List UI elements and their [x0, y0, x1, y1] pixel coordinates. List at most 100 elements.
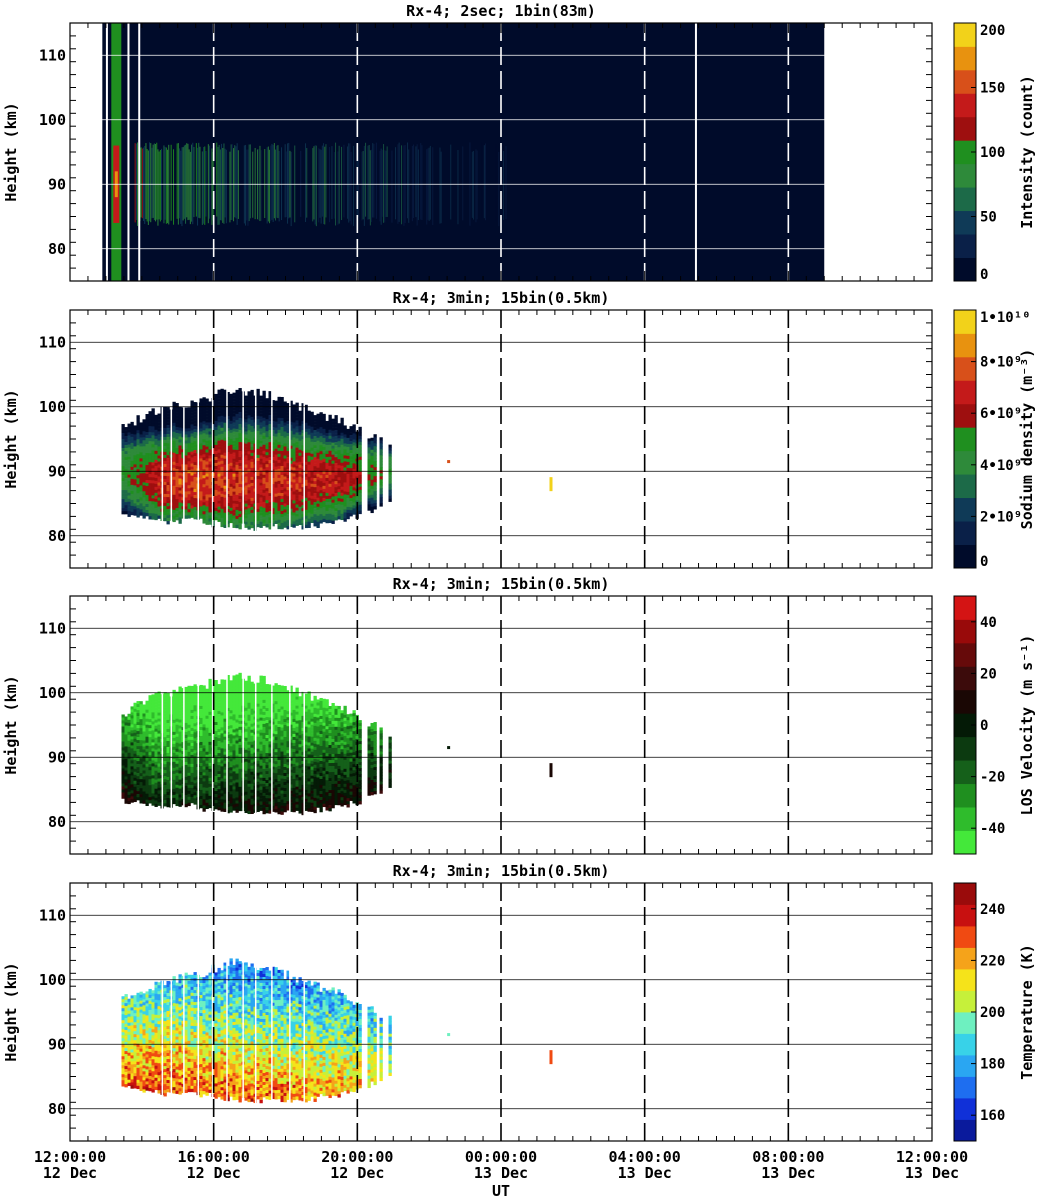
data-cell [205, 419, 209, 423]
data-cell [121, 502, 125, 506]
data-cell [187, 784, 191, 789]
intensity-column [450, 144, 452, 220]
data-cell [166, 719, 170, 724]
data-cell [199, 741, 203, 746]
data-cell [286, 481, 290, 485]
data-cell [202, 412, 206, 416]
data-cell [175, 427, 179, 431]
data-cell [202, 487, 206, 491]
data-cell [166, 515, 170, 519]
data-cell [265, 509, 269, 513]
data-cell [184, 701, 188, 706]
data-cell [130, 463, 134, 468]
intensity-column [290, 151, 292, 227]
intensity-column [204, 146, 206, 225]
data-cell [163, 773, 167, 777]
data-cell [175, 742, 179, 747]
data-cell [205, 479, 209, 483]
data-cell [247, 436, 251, 440]
data-cell [190, 424, 194, 428]
intensity-column [475, 149, 477, 223]
data-cell [139, 791, 143, 795]
data-cell [307, 506, 311, 510]
data-cell [193, 432, 197, 436]
data-cell [262, 501, 266, 506]
data-cell [193, 726, 197, 730]
intensity-column [217, 146, 219, 225]
data-cell [373, 506, 377, 510]
data-cell [142, 428, 146, 432]
intensity-column [476, 150, 478, 220]
data-cell [142, 713, 146, 717]
data-cell [172, 476, 176, 481]
data-cell [202, 739, 206, 743]
data-cell [238, 514, 242, 518]
data-cell [178, 433, 182, 437]
intensity-column [365, 142, 367, 217]
data-cell [148, 510, 152, 514]
data-cell [163, 412, 167, 417]
data-cell [256, 421, 260, 426]
data-cell [208, 431, 212, 435]
data-cell [301, 412, 305, 416]
data-cell [244, 407, 248, 411]
data-cell [247, 463, 251, 467]
data-cell [235, 461, 239, 466]
data-cell [193, 798, 197, 802]
data-cell [358, 474, 362, 479]
data-cell [244, 410, 248, 414]
data-cell [202, 430, 206, 434]
data-cell [184, 482, 188, 486]
data-cell [157, 509, 161, 513]
data-cell [331, 472, 335, 476]
data-cell [304, 512, 308, 517]
data-cell [187, 712, 191, 717]
data-cell [133, 735, 137, 740]
data-cell [220, 439, 224, 444]
data-cell [124, 490, 128, 494]
data-cell [337, 462, 341, 466]
data-cell [154, 420, 158, 425]
data-cell [184, 734, 188, 739]
data-cell [178, 779, 182, 783]
intensity-column [221, 143, 223, 221]
data-cell [163, 704, 167, 708]
data-cell [283, 434, 287, 438]
data-cell [238, 457, 242, 461]
data-cell [202, 772, 206, 776]
data-cell [136, 722, 140, 726]
data-cell [328, 501, 332, 506]
data-cell [124, 508, 128, 512]
data-cell [148, 429, 152, 433]
data-cell [142, 497, 146, 501]
data-cell [178, 448, 182, 452]
colorbar-segment [954, 210, 976, 235]
data-cell [289, 418, 293, 423]
data-cell [340, 432, 344, 437]
data-cell [325, 459, 329, 464]
data-cell [193, 741, 197, 745]
data-cell [238, 427, 242, 431]
data-cell [367, 489, 371, 493]
data-cell [199, 425, 203, 429]
data-cell [145, 477, 149, 481]
data-cell [202, 514, 206, 518]
data-cell [130, 466, 134, 471]
data-cell [187, 775, 191, 780]
data-cell [202, 760, 206, 764]
data-cell [325, 474, 329, 479]
data-cell [175, 505, 179, 509]
data-cell [208, 473, 212, 477]
data-cell [202, 781, 206, 785]
data-cell [145, 423, 149, 427]
data-cell [130, 484, 134, 489]
data-cell [175, 490, 179, 494]
data-cell [127, 734, 131, 739]
data-cell [337, 423, 341, 427]
data-cell [256, 478, 260, 483]
data-cell [202, 730, 206, 734]
data-cell [268, 505, 272, 509]
data-cell [358, 465, 362, 470]
data-cell [154, 462, 158, 467]
data-cell [319, 508, 323, 512]
